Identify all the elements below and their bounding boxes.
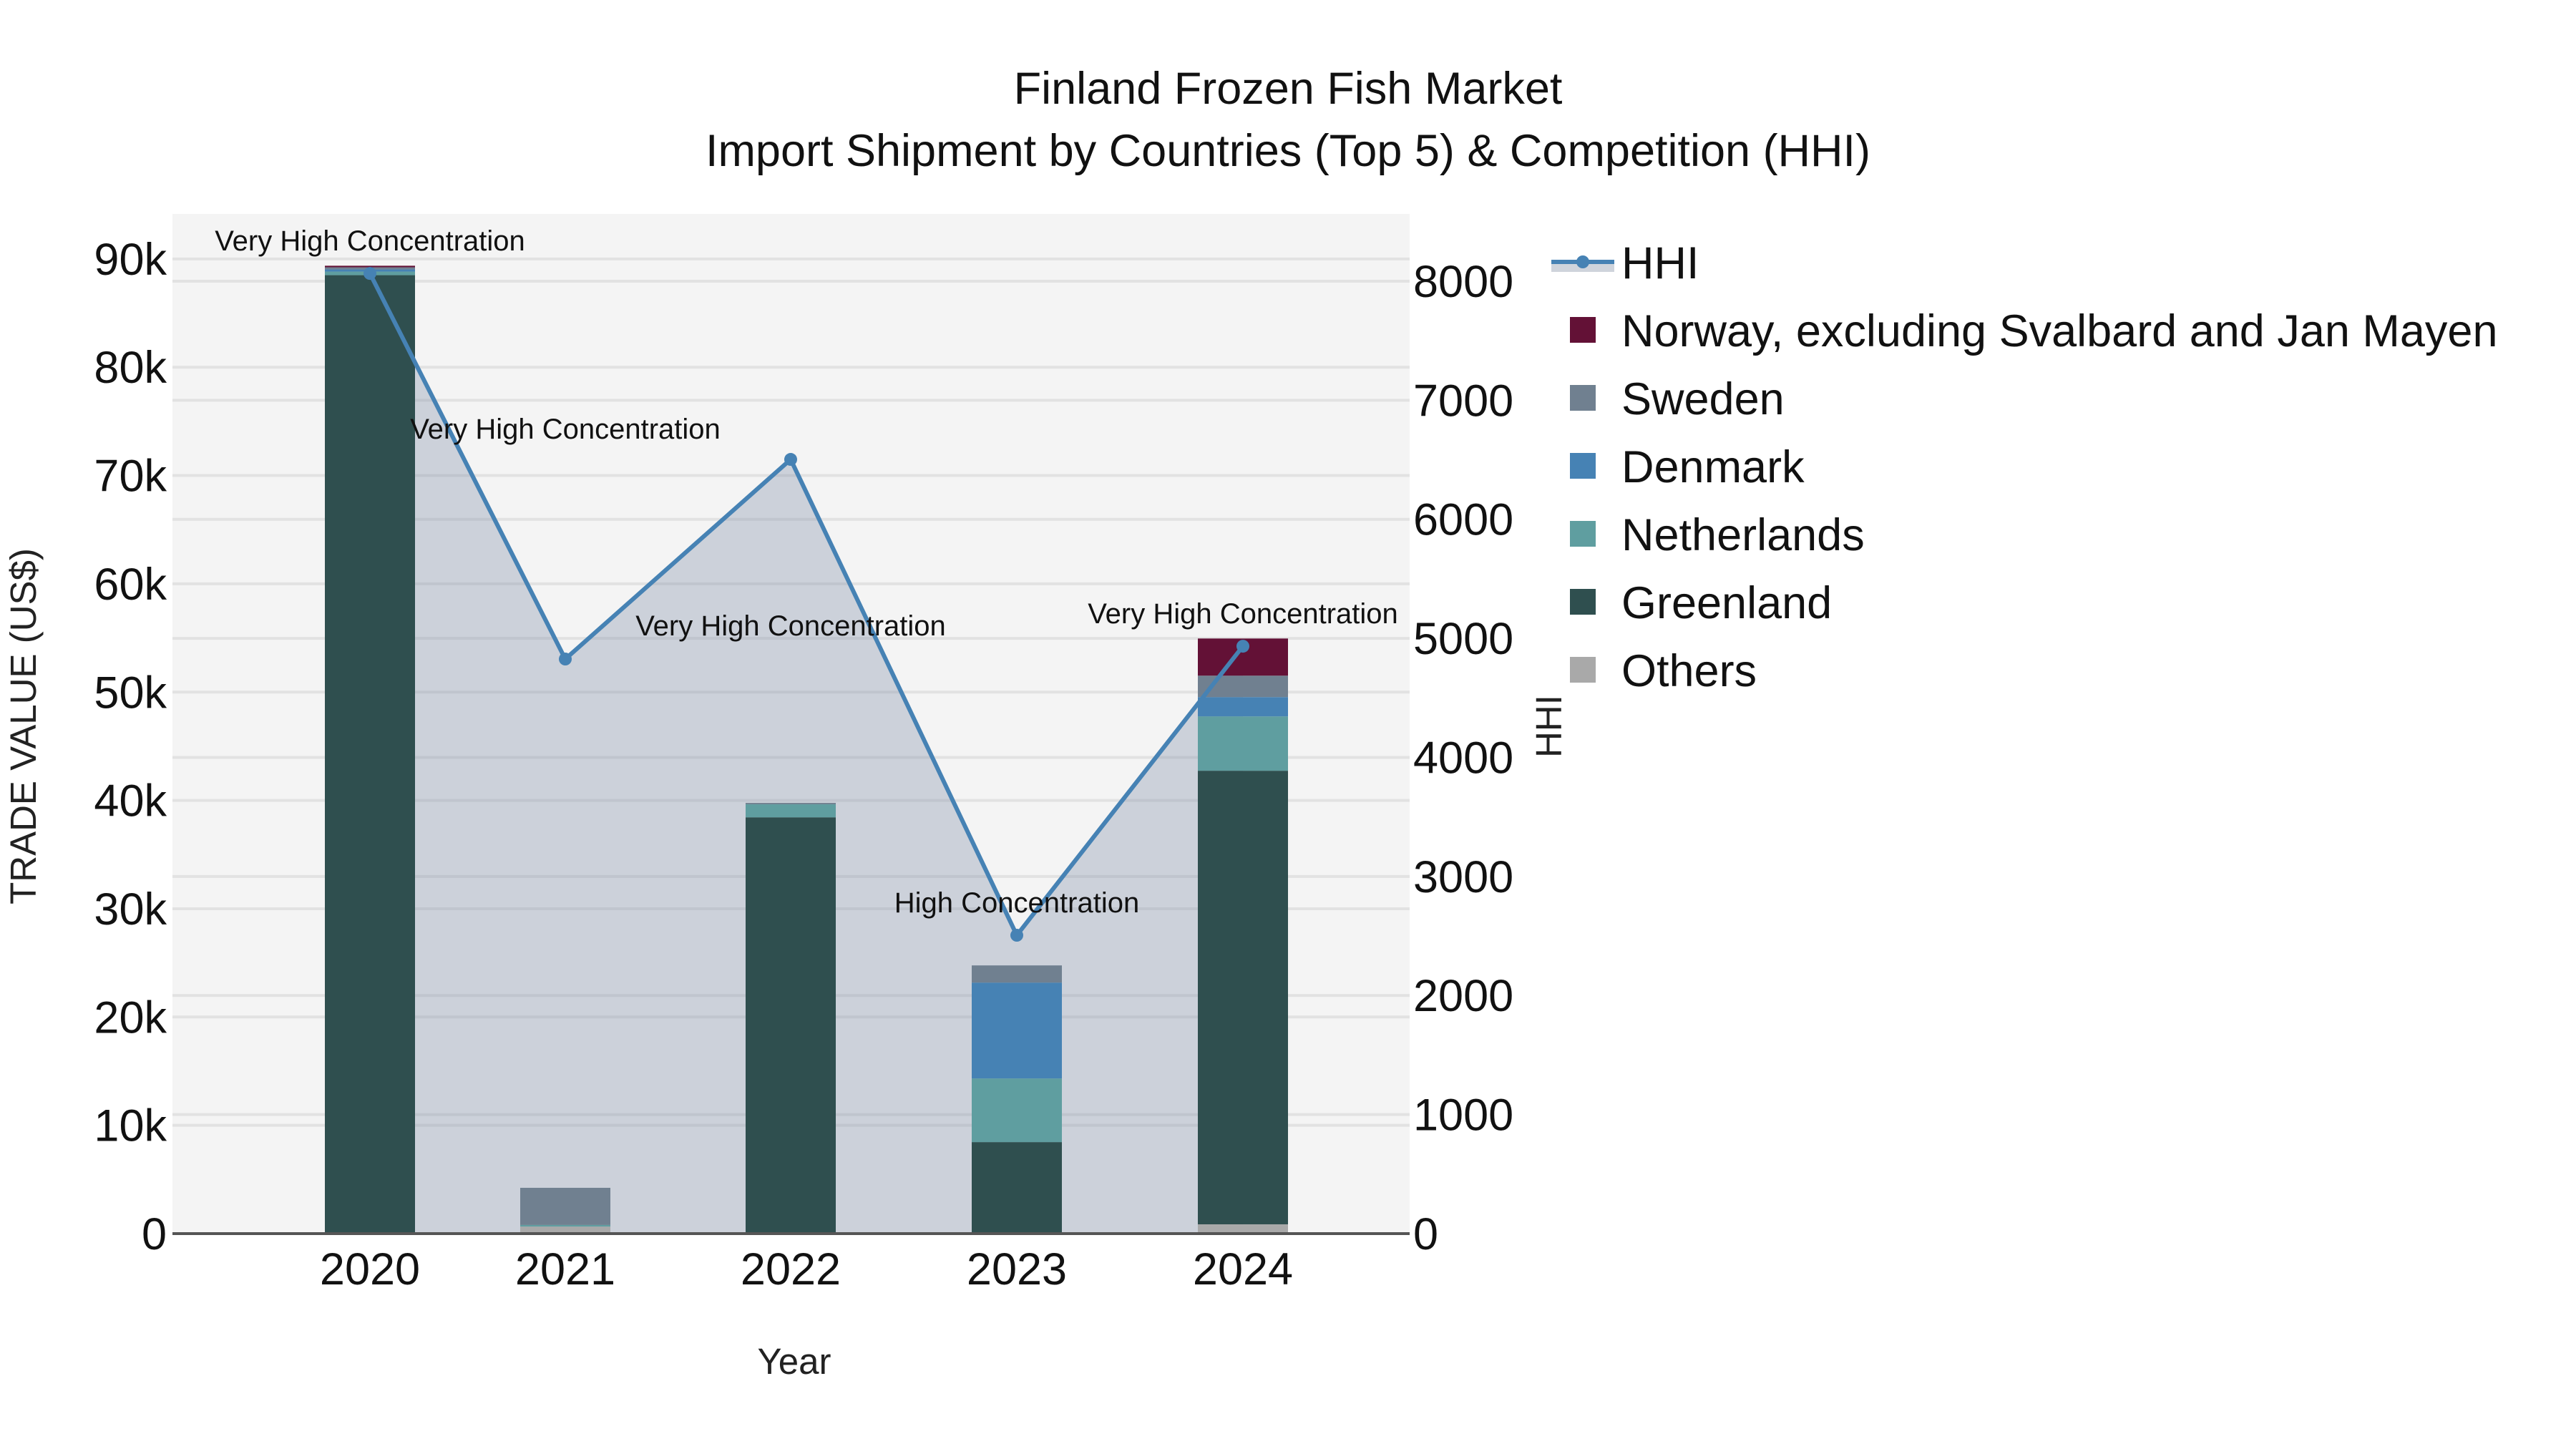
y-tick-label: 0 <box>142 1209 167 1259</box>
legend-item-greenland[interactable]: Greenland <box>1570 578 1832 628</box>
y2-tick-label: 6000 <box>1413 495 1513 545</box>
x-tick-label: 2020 <box>320 1244 420 1294</box>
x-axis-ticks: 2020 2021 2022 2023 2024 <box>320 1244 1293 1294</box>
y-tick-label: 60k <box>94 560 167 610</box>
y2-tick-label: 7000 <box>1413 376 1513 426</box>
y2-tick-label: 4000 <box>1413 733 1513 783</box>
hhi-annotation: Very High Concentration <box>1088 598 1398 630</box>
legend-swatch-icon <box>1570 385 1596 411</box>
bar-segment[interactable] <box>325 265 415 268</box>
legend-swatch-icon <box>1570 521 1596 547</box>
legend-item-others[interactable]: Others <box>1570 646 1757 696</box>
x-axis-title: Year <box>757 1341 831 1382</box>
hhi-point[interactable] <box>784 453 797 467</box>
y2-tick-label: 1000 <box>1413 1091 1513 1141</box>
y2-tick-label: 0 <box>1413 1209 1438 1259</box>
bar-segment[interactable] <box>972 965 1062 983</box>
bar-stack-2020[interactable] <box>325 265 415 1234</box>
legend-item-norway[interactable]: Norway, excluding Svalbard and Jan Mayen <box>1570 306 2498 356</box>
x-tick-label: 2021 <box>515 1244 615 1294</box>
bar-segment[interactable] <box>1198 771 1288 1224</box>
legend-label: Others <box>1621 646 1757 696</box>
bar-segment[interactable] <box>746 803 836 805</box>
bar-segment[interactable] <box>325 275 415 1234</box>
legend-item-sweden[interactable]: Sweden <box>1570 374 1785 424</box>
y2-tick-label: 8000 <box>1413 257 1513 307</box>
bar-segment[interactable] <box>520 1224 610 1227</box>
legend-label: Greenland <box>1621 578 1832 628</box>
bar-segment[interactable] <box>1198 716 1288 771</box>
hhi-markers <box>364 267 1249 942</box>
x-tick-label: 2023 <box>967 1244 1067 1294</box>
x-tick-label: 2022 <box>741 1244 841 1294</box>
y-tick-label: 90k <box>94 235 167 285</box>
legend-swatch-icon <box>1570 453 1596 479</box>
hhi-point[interactable] <box>364 267 376 280</box>
legend-item-hhi[interactable]: HHI <box>1551 238 1699 288</box>
y2-tick-label: 2000 <box>1413 971 1513 1021</box>
y-tick-label: 70k <box>94 452 167 502</box>
bar-segment[interactable] <box>1198 1224 1288 1234</box>
y2-axis-title: HHI <box>1528 695 1569 758</box>
y-tick-label: 20k <box>94 992 167 1043</box>
bar-stack-2024[interactable] <box>1198 638 1288 1234</box>
y-tick-label: 30k <box>94 884 167 935</box>
hhi-point[interactable] <box>559 653 572 666</box>
bar-stack-2022[interactable] <box>746 803 836 1234</box>
bar-segment[interactable] <box>520 1187 610 1225</box>
y-axis-ticks: 0 10k 20k 30k 40k 50k 60k 70k 80k 90k <box>94 235 167 1259</box>
y2-axis-ticks: 0 1000 2000 3000 4000 5000 6000 7000 8000 <box>1413 257 1513 1259</box>
y-axis-title: TRADE VALUE (US$) <box>3 548 44 904</box>
legend-label: Sweden <box>1621 374 1785 424</box>
y2-tick-label: 3000 <box>1413 852 1513 902</box>
hhi-point[interactable] <box>1010 929 1023 942</box>
legend-label: Norway, excluding Svalbard and Jan Mayen <box>1621 306 2498 356</box>
legend-item-denmark[interactable]: Denmark <box>1570 442 1805 492</box>
bar-segment[interactable] <box>746 817 836 1234</box>
legend-label: HHI <box>1621 238 1699 288</box>
hhi-point[interactable] <box>1236 640 1249 653</box>
bar-stack-2023[interactable] <box>972 965 1062 1234</box>
hhi-annotation: High Concentration <box>894 887 1139 919</box>
legend-swatch-icon <box>1570 657 1596 683</box>
legend-marker-icon <box>1576 255 1589 268</box>
y-tick-label: 80k <box>94 343 167 393</box>
hhi-annotation: Very High Concentration <box>410 414 721 445</box>
y2-tick-label: 5000 <box>1413 614 1513 664</box>
bar-segment[interactable] <box>972 1078 1062 1143</box>
y-tick-label: 40k <box>94 776 167 826</box>
hhi-annotations: Very High Concentration Very High Concent… <box>215 225 1398 919</box>
legend-item-netherlands[interactable]: Netherlands <box>1570 510 1865 560</box>
legend-label: Denmark <box>1621 442 1805 492</box>
legend: HHI Norway, excluding Svalbard and Jan Ma… <box>1551 238 2498 696</box>
legend-label: Netherlands <box>1621 510 1865 560</box>
bar-segment[interactable] <box>746 804 836 818</box>
hhi-annotation: Very High Concentration <box>215 225 525 257</box>
x-tick-label: 2024 <box>1193 1244 1293 1294</box>
legend-swatch-icon <box>1570 589 1596 615</box>
bar-segment[interactable] <box>520 1226 610 1234</box>
bar-stack-2021[interactable] <box>520 1187 610 1234</box>
stacked-bars <box>325 265 1288 1234</box>
y-tick-label: 10k <box>94 1101 167 1151</box>
legend-swatch-icon <box>1570 317 1596 343</box>
bar-segment[interactable] <box>1198 697 1288 717</box>
chart-title: Finland Frozen Fish Market <box>1014 64 1563 114</box>
hhi-annotation: Very High Concentration <box>635 610 946 642</box>
y-tick-label: 50k <box>94 668 167 718</box>
chart-subtitle: Import Shipment by Countries (Top 5) & C… <box>706 126 1870 176</box>
bar-segment[interactable] <box>972 982 1062 1079</box>
bar-segment[interactable] <box>972 1142 1062 1234</box>
